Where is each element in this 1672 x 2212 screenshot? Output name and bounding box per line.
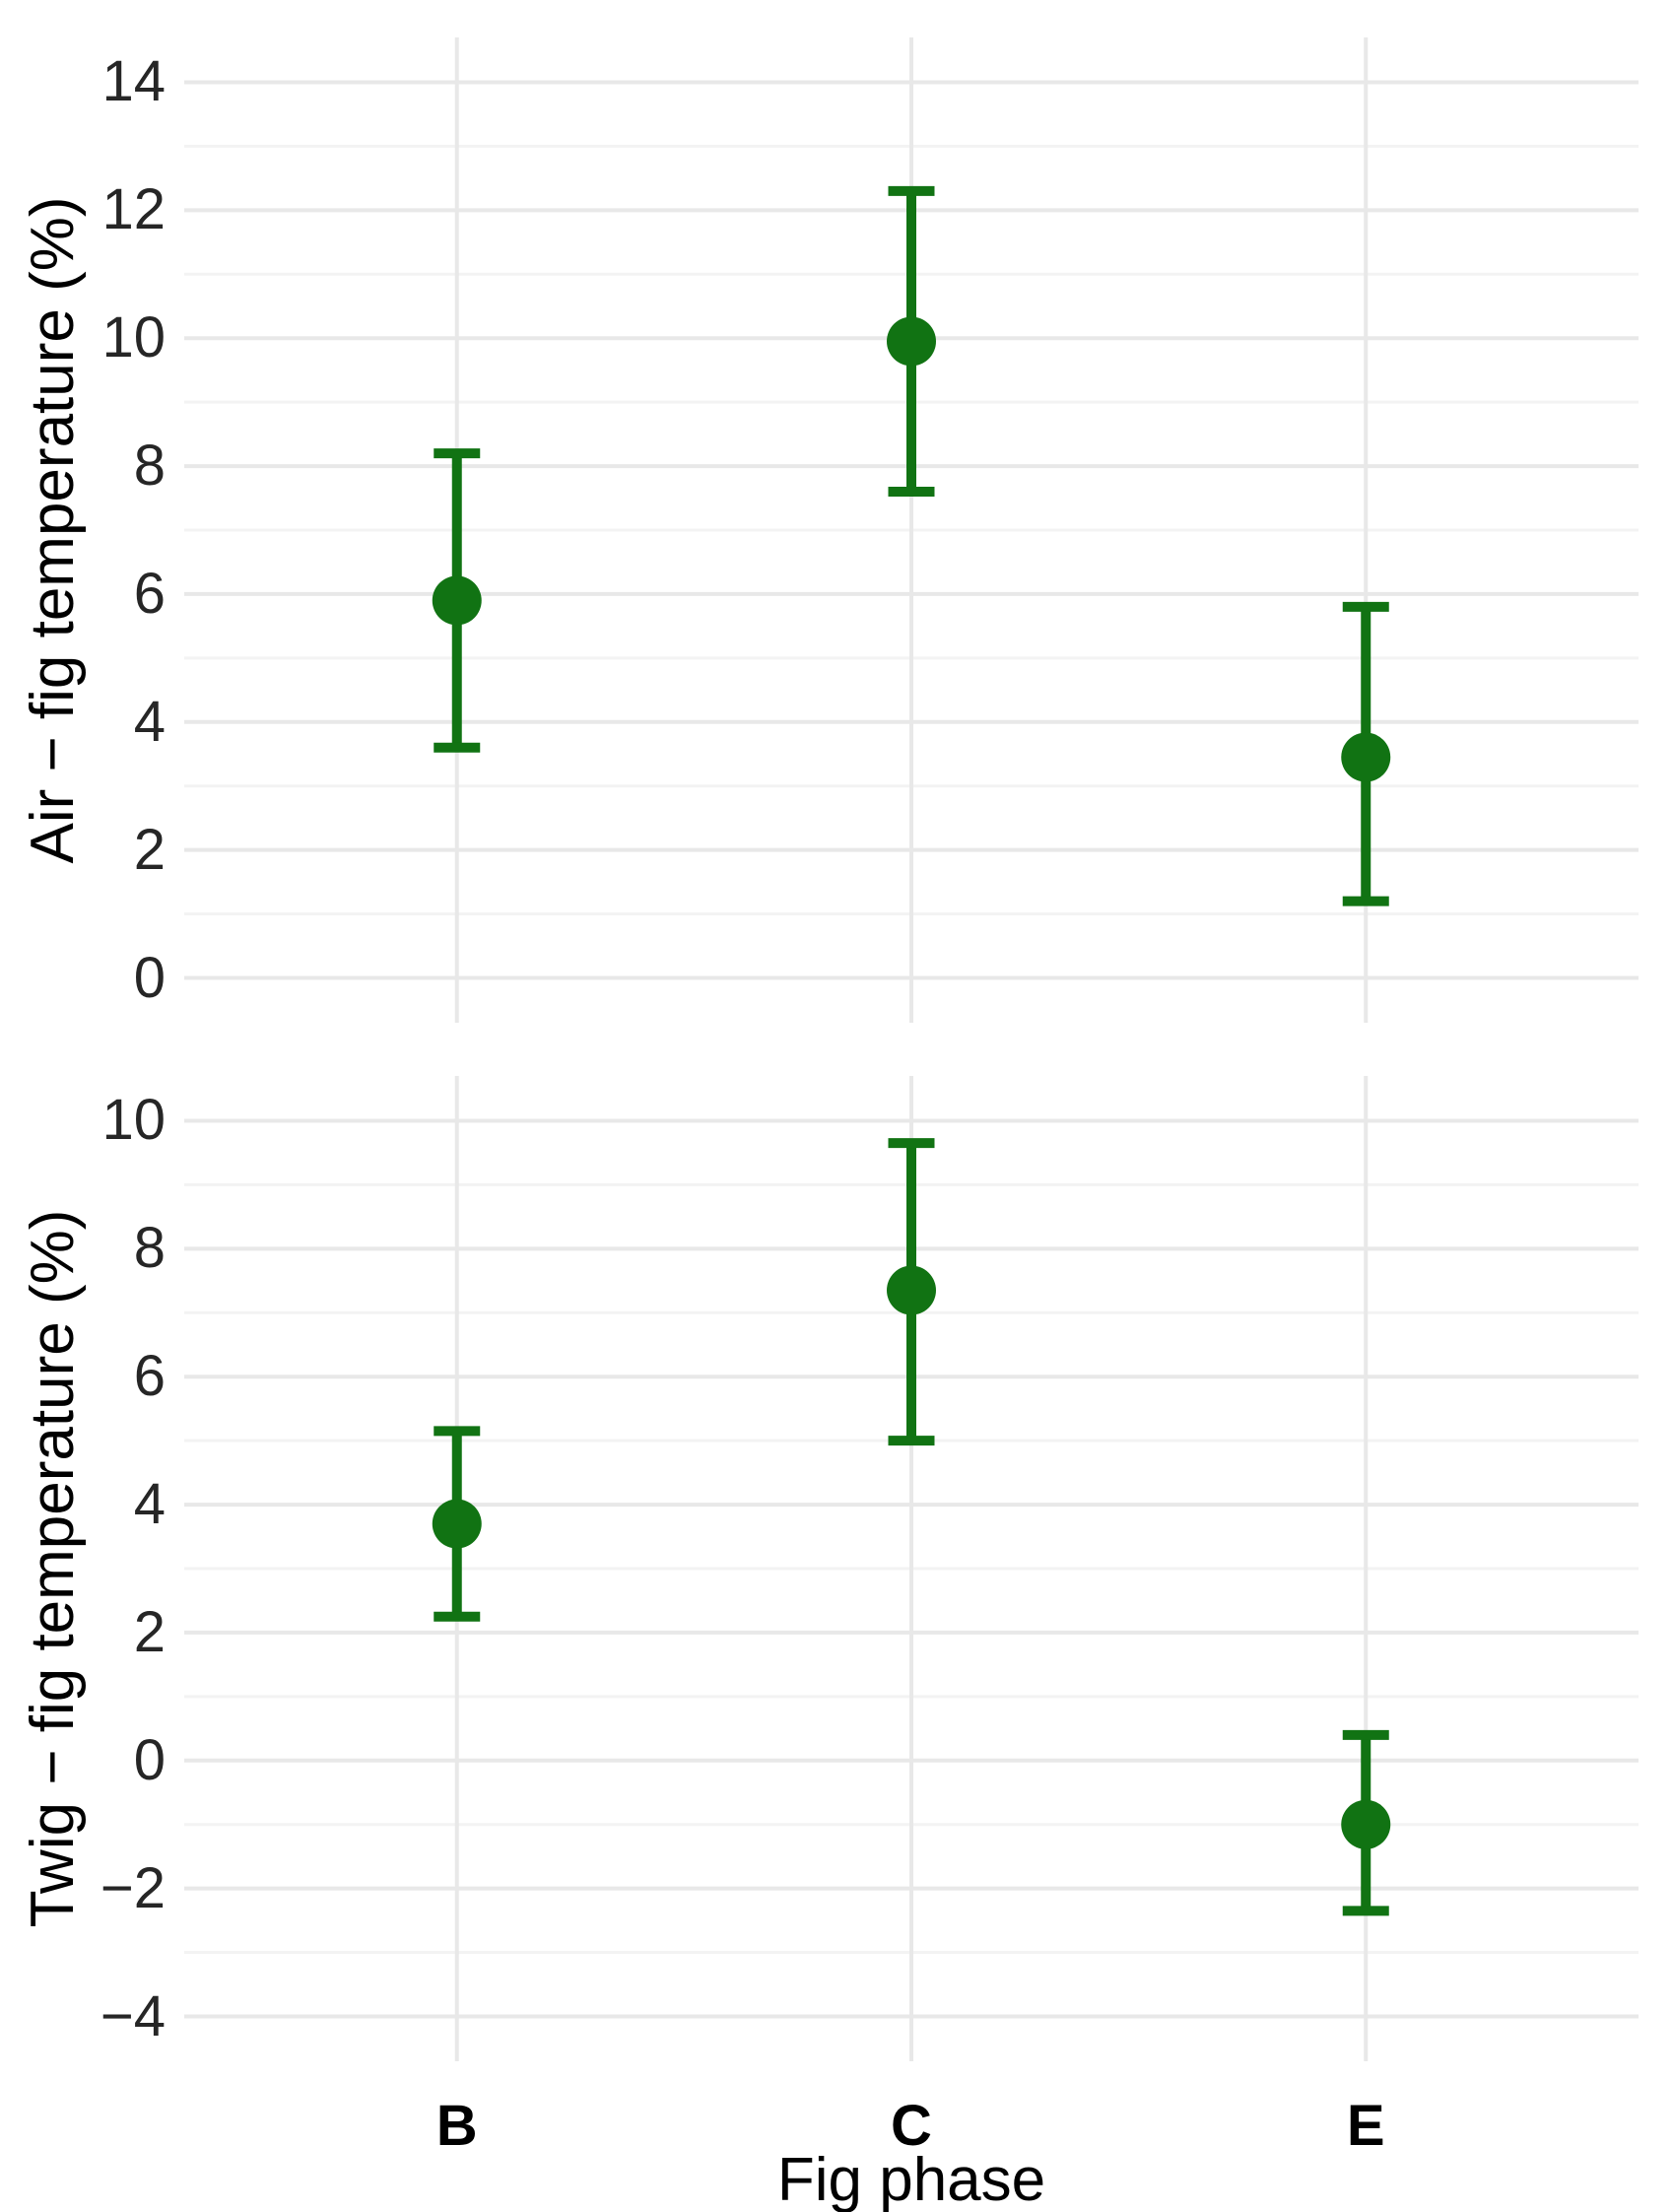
y-tick-label: 10: [101, 305, 166, 370]
y-axis-title-twig: Twig − fig temperature (%): [19, 1209, 87, 1928]
point-marker: [432, 575, 482, 626]
y-tick-label: 8: [133, 1216, 166, 1281]
y-tick-label: 12: [101, 177, 166, 242]
y-tick-label: −2: [100, 1855, 166, 1920]
x-tick-label: C: [891, 2094, 932, 2158]
y-tick-label: 4: [133, 1472, 166, 1537]
y-tick-label: 0: [133, 945, 166, 1010]
point-marker: [432, 1499, 482, 1549]
y-tick-label: 10: [101, 1088, 166, 1153]
y-tick-label: 6: [133, 1344, 166, 1409]
point-marker: [1341, 732, 1391, 782]
x-axis-title: Fig phase: [776, 2146, 1046, 2212]
point-marker: [887, 316, 936, 367]
x-tick-label: E: [1346, 2094, 1385, 2158]
y-axis-title-air: Air − fig temperature (%): [19, 196, 87, 864]
y-tick-label: 2: [133, 817, 166, 882]
x-tick-label: B: [435, 2094, 478, 2158]
point-marker: [887, 1265, 936, 1315]
y-tick-label: 2: [133, 1599, 166, 1664]
y-tick-label: 0: [133, 1727, 166, 1792]
y-tick-label: 4: [133, 689, 166, 754]
y-tick-label: 14: [101, 49, 166, 114]
point-marker: [1341, 1799, 1391, 1849]
y-tick-label: 6: [133, 561, 166, 626]
y-tick-label: −4: [100, 1983, 166, 2048]
y-tick-label: 8: [133, 434, 166, 499]
